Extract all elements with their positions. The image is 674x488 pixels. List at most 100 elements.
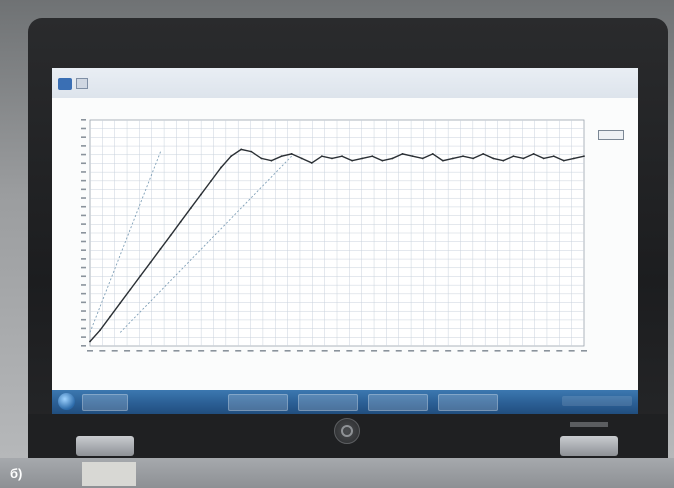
x-tick-label [185,350,192,352]
x-tick-label [383,350,390,352]
data-point [139,275,142,277]
laptop-screen [52,68,638,414]
data-point [230,155,233,158]
data-point [189,207,192,210]
left-hinge [76,436,134,456]
data-point [109,315,112,318]
data-point [300,157,303,160]
taskbar-item[interactable] [368,394,428,411]
chart-area [52,98,638,390]
y-tick-label [81,275,86,278]
guide-line [119,155,292,333]
data-point [240,148,243,151]
x-tick-label [432,350,439,352]
data-point [482,153,485,155]
sticker [82,462,136,486]
y-tick-label [81,301,86,304]
y-tick-label [81,214,86,217]
figure-caption: б) [10,466,23,481]
x-tick-label [148,350,155,352]
y-tick-label [81,240,86,243]
data-point [341,155,343,158]
x-tick-label [334,350,340,352]
x-tick-label [445,350,452,352]
x-tick-label [272,350,279,352]
y-tick-label [81,318,86,321]
x-tick-label [284,350,291,352]
y-tick-label [81,205,86,208]
y-tick-label [81,119,86,121]
x-tick-label [482,350,489,352]
data-point [331,157,333,160]
x-tick-label [358,350,365,352]
data-point [522,157,525,160]
right-hinge [560,436,618,456]
y-tick-label [81,162,86,165]
data-point [441,159,444,162]
x-tick-label [519,350,526,352]
x-tick-label [161,350,168,352]
data-point [179,220,182,223]
x-tick-label [235,350,242,352]
y-tick-label [81,136,86,138]
model-badge [570,422,608,427]
chart-icon[interactable] [58,78,72,90]
x-tick-label [420,350,427,352]
data-point [492,157,495,160]
app-toolbar [52,68,638,99]
x-tick-label [309,350,316,352]
x-tick-label [568,350,575,352]
x-tick-label [99,350,106,352]
y-tick-label [81,145,86,147]
x-tick-label [136,350,143,352]
taskbar [52,390,638,414]
y-tick-label [81,232,86,234]
data-point [401,153,404,155]
data-point [371,155,374,158]
x-tick-label [321,350,328,352]
system-tray[interactable] [562,396,632,406]
taskbar-item[interactable] [82,394,128,411]
x-tick-label [259,350,266,352]
data-point [552,155,555,158]
x-tick-label [173,350,180,352]
save-icon[interactable] [76,78,88,89]
x-tick-label [469,350,476,352]
data-point [320,155,323,158]
x-tick-label [210,350,217,352]
data-point [381,159,384,162]
x-tick-label [395,350,402,352]
taskbar-item[interactable] [298,394,358,411]
x-tick-label [531,350,538,352]
data-point [573,157,575,160]
data-point [462,155,464,158]
data-point [290,153,293,155]
x-tick-label [87,350,93,352]
y-tick-label [81,127,86,130]
y-tick-label [81,284,86,286]
data-point [512,155,515,158]
side-button[interactable] [598,130,624,140]
data-point [129,288,132,291]
x-tick-label [371,350,378,352]
x-tick-label [408,350,415,352]
data-point [260,157,263,160]
data-point [452,157,454,160]
x-tick-label [247,350,254,352]
y-tick-label [81,179,86,182]
data-point [199,193,202,196]
y-tick-label [81,292,86,295]
data-point [542,157,545,160]
data-point [472,157,475,160]
data-point [310,162,313,164]
taskbar-item[interactable] [228,394,288,411]
start-button[interactable] [58,393,75,410]
data-point [391,157,394,160]
taskbar-item[interactable] [438,394,498,411]
data-point [411,155,414,158]
x-tick-label [506,350,513,352]
series-line [89,148,585,342]
data-point [431,153,434,155]
data-point [502,159,505,162]
